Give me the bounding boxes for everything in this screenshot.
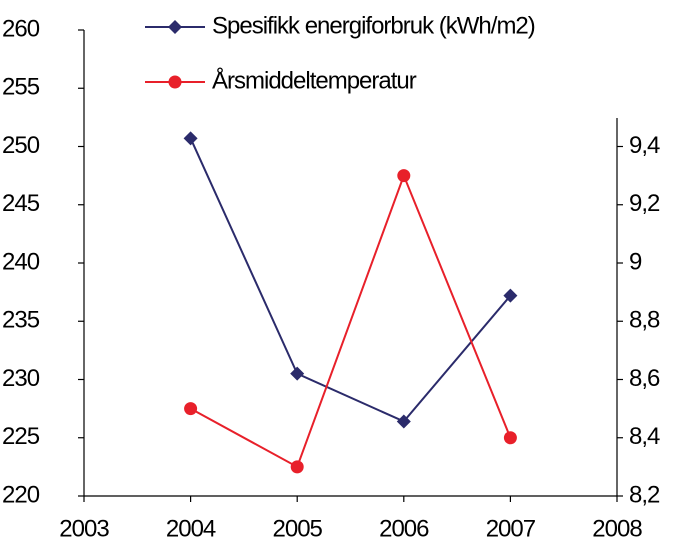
y-tick-label: 220	[2, 481, 40, 508]
y2-tick-label: 9,4	[629, 132, 660, 159]
data-point	[503, 288, 518, 303]
y-tick-label: 225	[2, 423, 40, 450]
y2-tick-label: 8,6	[629, 365, 660, 392]
y2-tick-label: 9	[629, 248, 642, 275]
y2-tick-label: 8,2	[629, 481, 660, 508]
legend-marker	[168, 75, 182, 89]
data-point	[183, 131, 198, 146]
x-tick-label: 2004	[166, 515, 216, 542]
data-point	[184, 402, 198, 416]
y-tick-label: 260	[2, 15, 40, 42]
y-tick-label: 255	[2, 74, 40, 101]
series-line	[190, 172, 512, 469]
y2-tick-label: 8,8	[629, 307, 660, 334]
y-tick-label: 245	[2, 190, 40, 217]
legend-label: Årsmiddeltemperatur	[212, 66, 417, 94]
y2-tick-label: 9,2	[629, 190, 660, 217]
y-tick-label: 235	[2, 307, 40, 334]
y-tick-label: 250	[2, 132, 40, 159]
data-point	[503, 431, 517, 445]
legend-marker	[168, 20, 182, 34]
x-tick-label: 2006	[379, 515, 429, 542]
x-tick-label: 2008	[592, 515, 642, 542]
series-line	[189, 137, 512, 423]
x-tick-label: 2005	[273, 515, 323, 542]
y-tick-label: 230	[2, 365, 40, 392]
y2-tick-label: 8,4	[629, 423, 660, 450]
data-point	[397, 169, 411, 183]
data-point	[290, 366, 305, 381]
x-tick-label: 2007	[486, 515, 536, 542]
data-point	[396, 414, 411, 429]
legend-label: Spesifikk energiforbruk (kWh/m2)	[212, 12, 535, 39]
x-tick-label: 2003	[59, 515, 109, 542]
data-point	[290, 460, 304, 474]
y-tick-label: 240	[2, 248, 40, 275]
